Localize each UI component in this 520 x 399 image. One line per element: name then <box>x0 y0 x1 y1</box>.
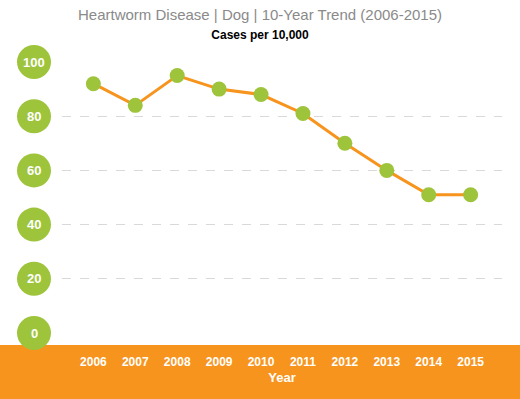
svg-text:20: 20 <box>27 271 41 286</box>
svg-text:60: 60 <box>27 163 41 178</box>
svg-text:40: 40 <box>27 217 41 232</box>
svg-text:2012: 2012 <box>332 355 359 369</box>
svg-text:100: 100 <box>23 55 45 70</box>
svg-text:2013: 2013 <box>373 355 400 369</box>
svg-text:2015: 2015 <box>457 355 484 369</box>
svg-text:80: 80 <box>27 109 41 124</box>
svg-text:2014: 2014 <box>415 355 442 369</box>
svg-text:2006: 2006 <box>80 355 107 369</box>
svg-text:2010: 2010 <box>248 355 275 369</box>
svg-text:Year: Year <box>268 370 295 385</box>
svg-text:0: 0 <box>31 326 38 341</box>
svg-text:Heartworm Disease | Dog | 10-Y: Heartworm Disease | Dog | 10-Year Trend … <box>78 6 442 43</box>
svg-text:2009: 2009 <box>206 355 233 369</box>
svg-text:2007: 2007 <box>122 355 149 369</box>
svg-text:2008: 2008 <box>164 355 191 369</box>
svg-text:2011: 2011 <box>290 355 316 369</box>
